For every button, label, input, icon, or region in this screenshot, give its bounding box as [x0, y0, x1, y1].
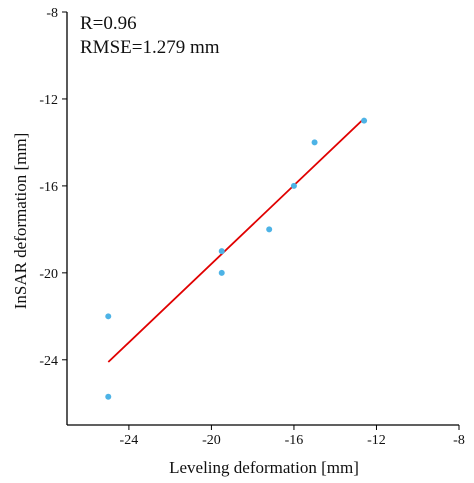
- x-tick-label: -20: [202, 433, 221, 448]
- data-point: [290, 182, 297, 189]
- fit-lines: [107, 117, 365, 363]
- data-point: [311, 139, 318, 146]
- data-points: [105, 117, 368, 400]
- annotation-r-value: R=0.96: [80, 13, 137, 34]
- x-tick-label: -8: [453, 433, 465, 448]
- y-tick-label: -8: [46, 6, 58, 21]
- x-axis-label: Leveling deformation [mm]: [169, 458, 359, 477]
- axes: [66, 12, 459, 426]
- x-tick-label: -24: [120, 433, 139, 448]
- data-point: [266, 226, 273, 233]
- data-point: [105, 393, 112, 400]
- data-point: [361, 117, 368, 124]
- tick-marks: -24 -20 -16 -12 -8 -8 -12 -16 -20 -24: [39, 6, 465, 448]
- data-point: [105, 313, 112, 320]
- y-tick-label: -12: [39, 93, 58, 108]
- y-tick-label: -24: [39, 354, 58, 369]
- data-point: [218, 269, 225, 276]
- y-axis-label: InSAR deformation [mm]: [11, 133, 30, 310]
- regression-line: [107, 117, 365, 363]
- x-tick-label: -12: [367, 433, 386, 448]
- y-tick-label: -20: [39, 267, 58, 282]
- y-tick-label: -16: [39, 180, 58, 195]
- data-point: [218, 248, 225, 255]
- annotation-rmse: RMSE=1.279 mm: [80, 37, 220, 58]
- x-tick-label: -16: [285, 433, 304, 448]
